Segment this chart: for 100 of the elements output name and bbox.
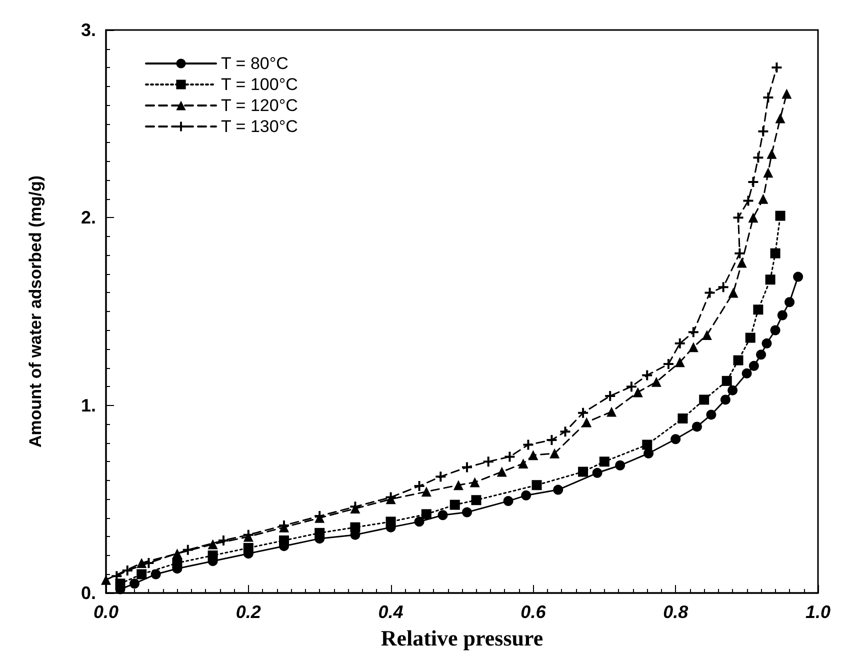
point [642,370,652,380]
point [644,448,654,458]
point [626,382,636,392]
point [521,490,532,500]
legend-label: T = 80°C [221,54,288,73]
point [523,440,534,450]
point [528,450,538,460]
point [578,408,588,418]
x-tick-label: 0.8 [663,602,688,622]
point [129,578,140,589]
point [172,548,182,559]
point [688,342,698,352]
point [136,569,147,580]
point [762,338,772,348]
point [421,509,432,520]
point [651,376,662,387]
point [314,528,325,538]
y-tick-label: 1. [80,395,96,416]
point [745,332,756,343]
legend-label: T = 100°C [221,75,298,94]
point [734,248,745,258]
point [462,462,472,472]
point [670,434,681,444]
point [632,387,643,398]
point [496,466,507,477]
point [605,390,616,401]
point [279,535,289,546]
point [414,481,424,492]
point [414,516,424,527]
point [728,385,738,396]
point [436,472,446,482]
point [775,210,786,221]
point [578,466,588,477]
point [582,417,592,428]
point [208,539,218,550]
point [546,435,557,446]
point [766,148,777,159]
point [518,458,528,469]
point [733,212,744,223]
point [453,480,464,490]
point [733,355,744,366]
point [748,360,759,371]
point [421,486,432,497]
point [704,288,715,298]
point [736,258,747,268]
y-tick-label: 2. [80,208,96,228]
point [642,440,652,450]
point [706,410,716,420]
point [592,468,602,478]
x-tick-label: 0.4 [378,602,404,622]
point [122,565,132,576]
point [208,550,218,560]
point [702,330,712,340]
point [550,448,560,458]
point [450,500,460,510]
legend-label: T = 120°C [221,96,298,115]
legend-label: T = 130°C [221,117,298,136]
point [218,535,228,546]
point [560,426,570,437]
point [688,327,698,338]
point [753,152,764,163]
point [115,578,126,589]
point [753,304,764,315]
point [438,510,448,520]
point [144,558,154,568]
point [532,480,542,490]
x-tick-label: 0.0 [93,602,119,622]
point [743,196,754,206]
point [243,542,254,553]
y-tick-label: 0. [80,583,96,603]
point [692,422,702,432]
point [765,274,776,285]
point [350,522,360,532]
y-tick-label: 3. [80,20,96,40]
point [770,248,780,258]
point [784,297,795,308]
point [678,413,688,424]
point [599,456,610,467]
point [386,516,396,527]
point [483,456,494,467]
point [615,460,626,470]
point [793,272,804,282]
point [674,338,685,348]
point [763,92,774,103]
x-tick-label: 0.2 [236,602,261,622]
point [775,113,786,124]
x-axis-title: Relative pressure [380,626,544,650]
x-tick-label: 0.6 [520,602,547,622]
point [748,177,758,188]
point [101,574,111,585]
point [470,477,480,488]
point [674,357,685,368]
point [504,452,515,462]
point [728,288,738,298]
point [777,310,788,320]
point [136,558,147,568]
point [606,406,617,417]
point [699,394,710,405]
x-tick-label: 1.0 [805,602,831,622]
point [720,394,730,405]
